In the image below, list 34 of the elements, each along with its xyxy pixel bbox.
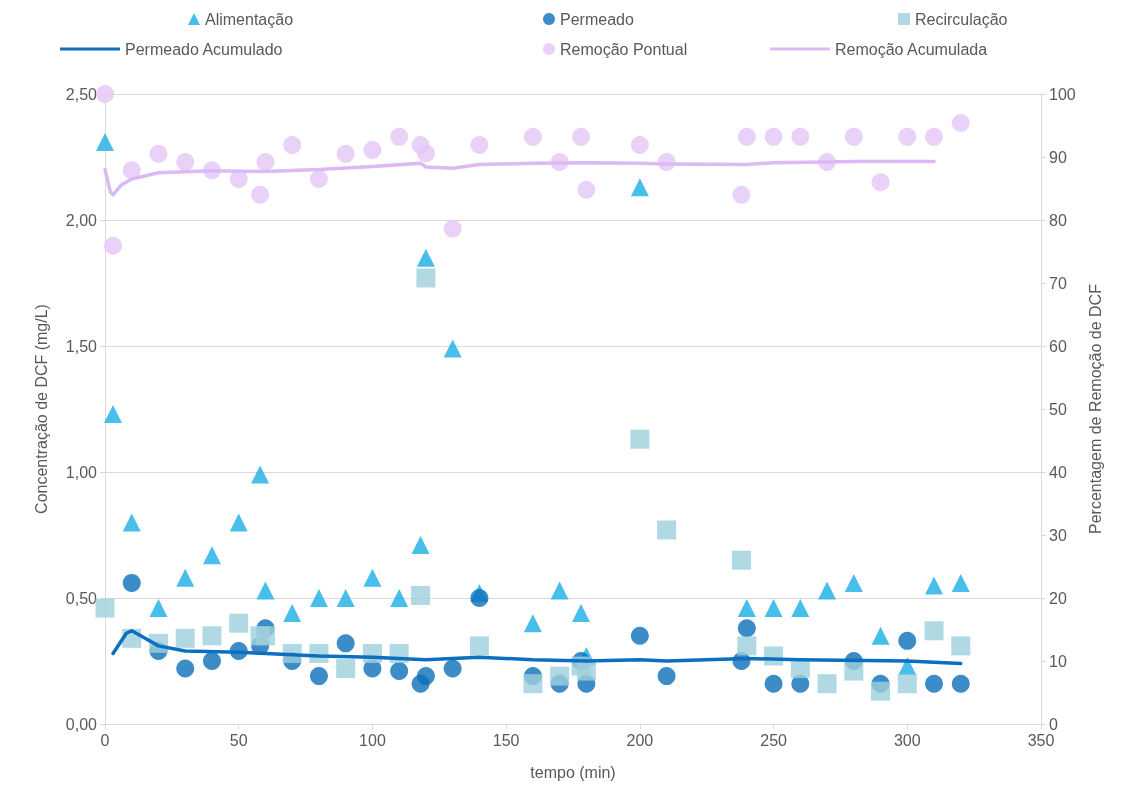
y-tick-label: 0,50 <box>65 589 98 607</box>
y2-tick-label: 70 <box>1049 274 1067 292</box>
legend-label: Permeado <box>560 10 634 28</box>
x-tick-label: 200 <box>626 731 654 749</box>
legend-label: Alimentação <box>205 10 294 28</box>
x-axis-title: tempo (min) <box>530 763 616 781</box>
y-tick-label: 2,50 <box>65 85 98 103</box>
legend-label: Recirculação <box>915 10 1008 28</box>
y2-tick-label: 100 <box>1049 85 1076 103</box>
y2-tick-label: 10 <box>1049 652 1067 670</box>
y2-tick-label: 50 <box>1049 400 1067 418</box>
y2-tick-label: 30 <box>1049 526 1067 544</box>
legend-label: Remoção Pontual <box>560 40 688 58</box>
x-tick-label: 350 <box>1027 731 1055 749</box>
y-tick-label: 1,00 <box>65 463 98 481</box>
x-tick-label: 100 <box>359 731 386 749</box>
x-tick-label: 0 <box>100 731 110 749</box>
x-tick-label: 150 <box>492 731 520 749</box>
legend-label: Permeado Acumulado <box>125 40 283 58</box>
y2-tick-label: 40 <box>1049 463 1067 481</box>
y2-tick-label: 20 <box>1049 589 1067 607</box>
y2-axis-title: Percentagem de Remoção de DCF <box>1086 283 1104 534</box>
x-tick-label: 300 <box>893 731 921 749</box>
y-axis-title: Concentração de DCF (mg/L) <box>32 304 50 514</box>
y-tick-label: 0,00 <box>65 715 98 733</box>
y2-tick-label: 90 <box>1049 148 1067 166</box>
x-tick-label: 250 <box>760 731 788 749</box>
y2-tick-label: 80 <box>1049 211 1067 229</box>
y2-tick-label: 0 <box>1049 715 1058 733</box>
legend-label: Remoção Acumulada <box>835 40 988 58</box>
y-tick-label: 2,00 <box>65 211 98 229</box>
y2-tick-label: 60 <box>1049 337 1067 355</box>
x-tick-label: 50 <box>229 731 248 749</box>
y-tick-label: 1,50 <box>65 337 98 355</box>
